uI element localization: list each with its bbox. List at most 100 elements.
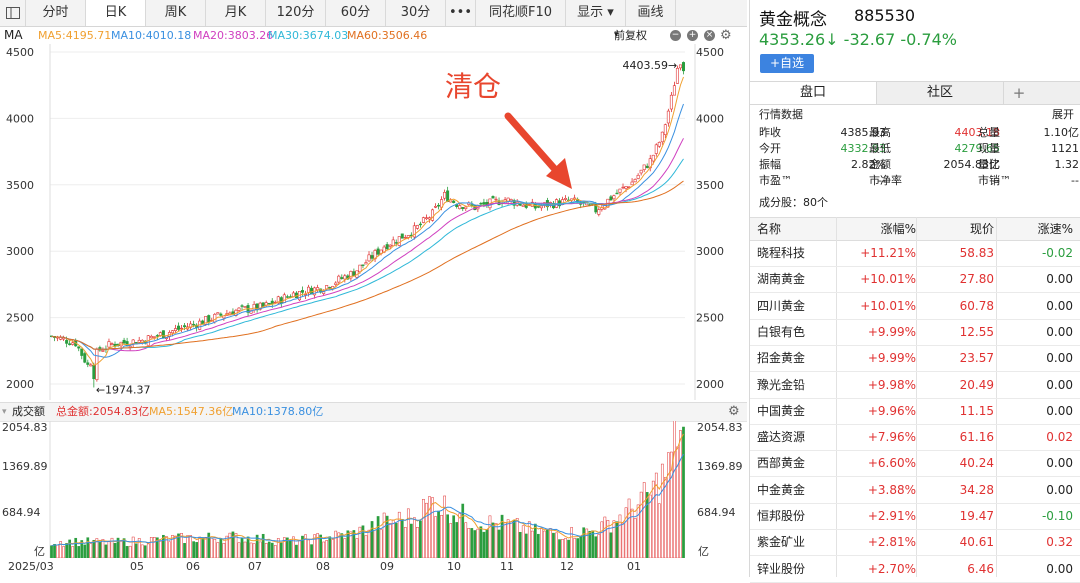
settings-gear-icon[interactable]: ⚙	[720, 28, 732, 43]
volume-bar	[298, 540, 301, 558]
volume-bar	[446, 514, 449, 558]
table-row[interactable]: 恒邦股份 +2.91% 19.47 -0.10	[750, 503, 1080, 530]
col-price[interactable]: 现价	[969, 222, 994, 236]
candle-body	[122, 339, 126, 344]
tab-display[interactable]: 显示 ▾	[566, 0, 626, 26]
volume-bar	[289, 540, 292, 558]
volume-bar	[561, 539, 564, 558]
volume-bar	[77, 546, 81, 558]
col-speed[interactable]: 涨速%	[1037, 222, 1073, 236]
constituents-row: 成分股：80个	[750, 195, 1080, 210]
volume-bar	[422, 498, 425, 558]
tab-orderbook[interactable]: 盘口	[750, 82, 877, 104]
volume-label: 成交额	[12, 405, 45, 418]
price-tick-left: 4000	[6, 112, 34, 125]
volume-bar	[673, 421, 676, 558]
candle-body	[657, 142, 661, 147]
candle-body	[681, 62, 685, 72]
volume-bar	[425, 502, 428, 558]
tab-monthly-k[interactable]: 月K	[206, 0, 266, 26]
candle-body	[334, 282, 338, 285]
table-row[interactable]: 盛达资源 +7.96% 61.16 0.02	[750, 424, 1080, 452]
volume-bar	[624, 507, 628, 558]
tab-weekly-k[interactable]: 周K	[146, 0, 206, 26]
tab-daily-k[interactable]: 日K	[86, 0, 146, 26]
add-tab-button[interactable]: +	[1012, 84, 1026, 102]
plus-icon[interactable]: +	[687, 30, 698, 41]
tab-draw[interactable]: 画线	[626, 0, 676, 26]
volume-collapse-icon[interactable]: ▾	[2, 407, 7, 417]
row-stock-name: 盛达资源	[757, 430, 806, 445]
volume-bar	[237, 542, 241, 558]
low-price-label: ←1974.37	[96, 383, 151, 396]
volume-bar	[219, 538, 223, 558]
volume-bar	[576, 538, 580, 558]
volume-bar	[310, 544, 313, 558]
tab-intraday[interactable]: 分时	[26, 0, 86, 26]
volume-bar	[512, 519, 516, 558]
tab-30min[interactable]: 30分	[386, 0, 446, 26]
col-change-pct[interactable]: 涨幅%	[880, 222, 916, 236]
table-row[interactable]: 四川黄金 +10.01% 60.78 0.00	[750, 293, 1080, 320]
close-icon[interactable]: ×	[704, 30, 715, 41]
volume-bar	[171, 535, 174, 558]
volume-bar	[340, 533, 344, 558]
volume-bar	[74, 537, 78, 558]
candle-body	[675, 67, 679, 84]
volume-bar	[352, 530, 356, 558]
table-row[interactable]: 西部黄金 +6.60% 40.24 0.00	[750, 450, 1080, 478]
panel-toggle-icon[interactable]	[0, 0, 26, 26]
candle-body	[618, 188, 622, 193]
tab-community[interactable]: 社区	[877, 82, 1004, 104]
volume-bar	[609, 532, 613, 558]
table-row[interactable]: 锌业股份 +2.70% 6.46 0.00	[750, 556, 1080, 583]
volume-bar	[104, 544, 108, 558]
volume-bar	[301, 535, 304, 558]
x-tick-label: 10	[447, 560, 461, 573]
volume-bar	[385, 515, 389, 558]
quote-header-row: 行情数据 展开	[750, 107, 1080, 122]
col-name[interactable]: 名称	[757, 222, 782, 236]
candle-body	[291, 292, 295, 297]
expand-button[interactable]: 展开	[1052, 108, 1074, 121]
candle-body	[77, 346, 81, 349]
volume-bar	[437, 510, 440, 558]
volume-bar	[473, 530, 477, 558]
row-stock-name: 西部黄金	[757, 456, 806, 471]
row-stock-name: 中金黄金	[757, 482, 806, 497]
quote-value: 2.82%	[851, 158, 886, 171]
table-row[interactable]: 紫金矿业 +2.81% 40.61 0.32	[750, 529, 1080, 557]
volume-settings-gear-icon[interactable]: ⚙	[728, 404, 740, 419]
row-stock-name: 湖南黄金	[757, 272, 806, 287]
tab-120min[interactable]: 120分	[266, 0, 326, 26]
x-tick-label: 11	[500, 560, 514, 573]
volume-bar	[455, 522, 459, 558]
minus-icon[interactable]: −	[670, 30, 681, 41]
volume-bar	[582, 527, 586, 558]
candle-body	[65, 340, 69, 344]
tab-more[interactable]: •••	[446, 0, 476, 26]
row-price: 60.78	[959, 298, 994, 313]
candle-body	[204, 315, 208, 325]
table-row[interactable]: 湖南黄金 +10.01% 27.80 0.00	[750, 266, 1080, 294]
ma5-line	[51, 76, 684, 366]
table-row[interactable]: 中金黄金 +3.88% 34.28 0.00	[750, 477, 1080, 504]
table-row[interactable]: 白银有色 +9.99% 12.55 0.00	[750, 319, 1080, 346]
row-price: 12.55	[959, 324, 994, 339]
table-row[interactable]: 晓程科技 +11.21% 58.83 -0.02	[750, 240, 1080, 267]
candle-body	[149, 335, 153, 339]
price-tick-left: 2000	[6, 378, 34, 391]
table-row[interactable]: 招金黄金 +9.99% 23.57 0.00	[750, 345, 1080, 373]
volume-bar	[71, 546, 75, 558]
volume-bar	[482, 531, 486, 558]
quote-label: 市销™	[978, 174, 1011, 187]
ma20-line	[51, 138, 684, 352]
table-row[interactable]: 中国黄金 +9.96% 11.15 0.00	[750, 398, 1080, 425]
add-favorite-button[interactable]: +自选	[760, 54, 814, 73]
annotation-text: 清仓	[445, 70, 501, 103]
tab-60min[interactable]: 60分	[326, 0, 386, 26]
tab-f10[interactable]: 同花顺F10	[476, 0, 566, 26]
volume-bar	[540, 528, 543, 558]
volume-bar	[615, 521, 619, 558]
table-row[interactable]: 豫光金铅 +9.98% 20.49 0.00	[750, 372, 1080, 399]
